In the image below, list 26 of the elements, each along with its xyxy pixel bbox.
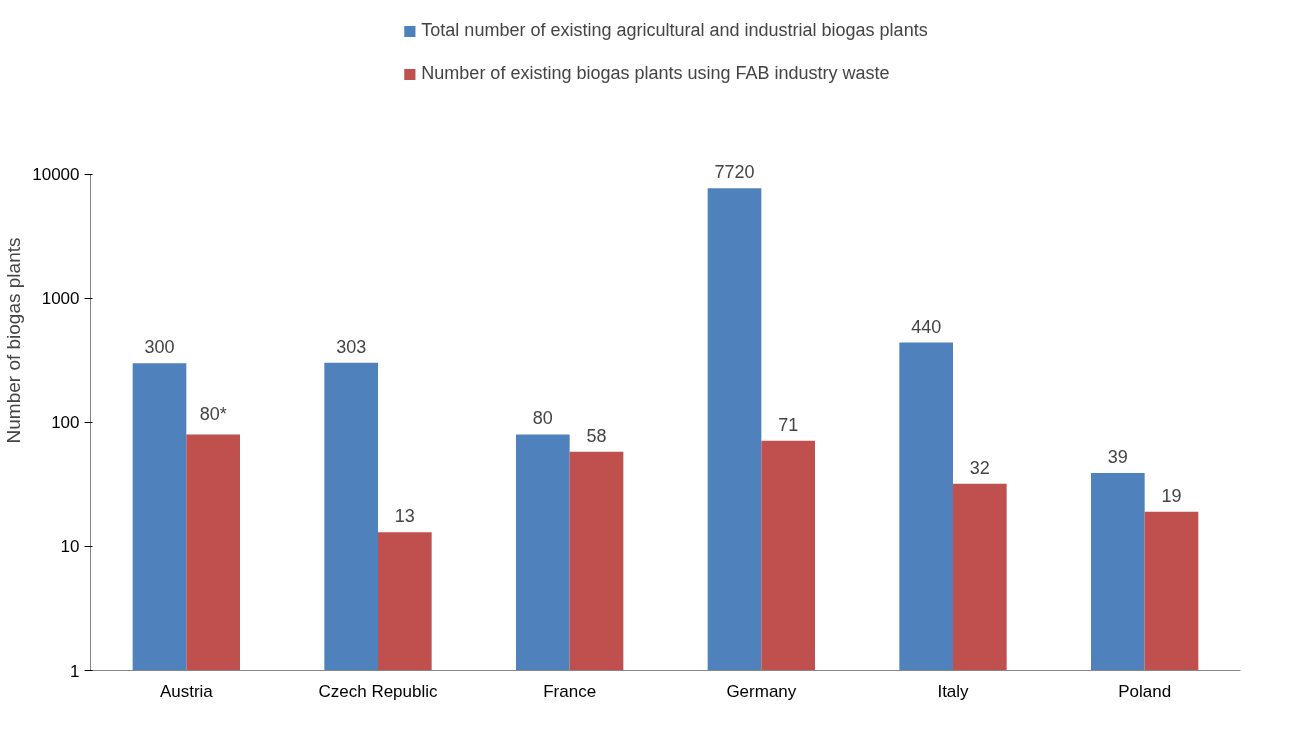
legend-label: Number of existing biogas plants using FAB industry waste [421, 63, 890, 84]
y-tick-label: 10000 [32, 165, 80, 185]
x-tick-label: Italy [937, 681, 970, 701]
x-tick-label: France [543, 681, 597, 701]
y-tick-label: 100 [51, 413, 80, 433]
y-tick-label: 1000 [41, 289, 80, 309]
y-tick-label: 1 [70, 661, 80, 681]
data-label: 300 [144, 337, 175, 358]
data-label: 39 [1107, 447, 1128, 468]
x-tick-label: Austria [159, 681, 214, 701]
data-label: 58 [586, 425, 607, 446]
data-label: 71 [778, 414, 799, 435]
data-label: 19 [1161, 485, 1182, 506]
legend-label: Total number of existing agricultural and industrial biogas plants [421, 20, 928, 41]
data-label: 80 [532, 408, 553, 429]
x-tick-label: Czech Republic [318, 681, 439, 701]
data-label: 13 [394, 506, 415, 527]
data-label: 440 [911, 316, 942, 337]
x-tick-label: Poland [1118, 681, 1172, 701]
x-tick-label: Germany [726, 681, 797, 701]
y-axis-title: Number of biogas plants [3, 237, 25, 444]
data-label: 80* [199, 404, 227, 425]
data-label: 7720 [714, 162, 755, 183]
y-tick-label: 10 [60, 537, 80, 557]
data-label: 303 [336, 336, 367, 357]
data-label: 32 [969, 457, 990, 478]
